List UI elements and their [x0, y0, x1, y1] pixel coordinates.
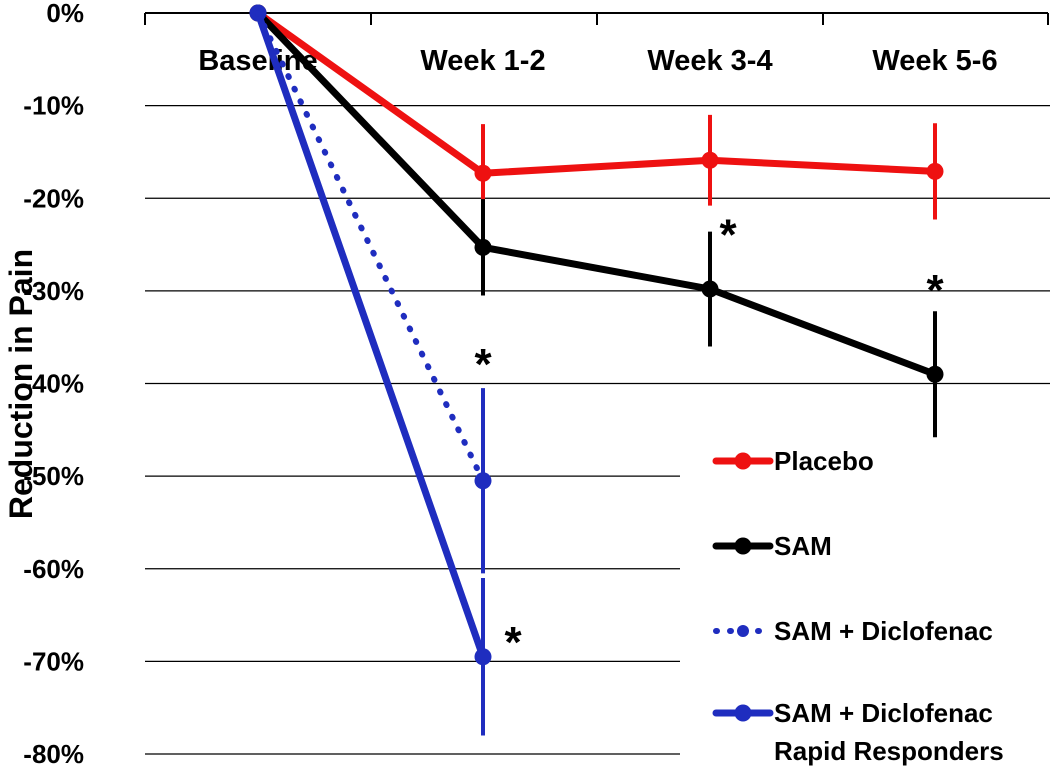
y-tick-label: -60% — [23, 554, 84, 584]
data-point — [701, 280, 719, 298]
series-line — [254, 9, 487, 661]
x-category-label: Week 3-4 — [647, 45, 772, 77]
legend-item-placebo: Placebo — [712, 446, 874, 476]
y-tick-label: -30% — [23, 276, 84, 306]
y-tick-label: 0% — [46, 0, 84, 28]
x-axis: Baseline Week 1-2 Week 3-4 Week 5-6 — [144, 12, 1049, 77]
y-tick-label: -50% — [23, 461, 84, 491]
annotations: * * * * — [474, 210, 944, 667]
legend-item-sam-diclofenac: SAM + Diclofenac — [713, 616, 993, 646]
data-point — [926, 162, 944, 180]
data-point — [474, 238, 492, 256]
legend-marker — [737, 625, 749, 637]
data-point — [474, 648, 492, 666]
series-line — [254, 9, 939, 177]
series-layer — [249, 4, 944, 736]
y-tick-label: -80% — [23, 739, 84, 767]
y-axis: 0% -10% -20% -30% -40% -50% -60% -70% -80% — [23, 0, 84, 767]
data-point — [474, 472, 492, 490]
x-category-label: Week 1-2 — [420, 45, 545, 77]
legend-label: Rapid Responders — [774, 736, 1004, 766]
significance-asterisk: * — [474, 340, 492, 389]
x-category-label: Week 5-6 — [872, 45, 997, 77]
legend-item-sam: SAM — [712, 531, 832, 561]
data-point — [474, 164, 492, 182]
legend-marker — [734, 452, 752, 470]
data-point — [701, 151, 719, 169]
y-tick-label: -10% — [23, 91, 84, 121]
significance-asterisk: * — [719, 210, 737, 259]
legend-marker — [734, 704, 752, 722]
legend-label: SAM + Diclofenac — [774, 698, 993, 728]
significance-asterisk: * — [504, 618, 522, 667]
y-tick-label: -70% — [23, 646, 84, 676]
data-point — [926, 365, 944, 383]
grid-lines — [145, 105, 1050, 755]
legend-label: SAM — [774, 531, 832, 561]
legend-item-sam-diclofenac-rapid-responders: SAM + Diclofenac Rapid Responders — [712, 698, 1004, 766]
legend-marker — [734, 537, 752, 555]
series-sam-diclofenac — [255, 10, 492, 574]
series-line — [254, 9, 939, 378]
legend-label: Placebo — [774, 446, 874, 476]
y-axis-label: Reduction in Pain — [3, 249, 39, 519]
significance-asterisk: * — [926, 266, 944, 315]
y-tick-label: -40% — [23, 369, 84, 399]
series-sam-diclofenac-rapid-responders — [249, 4, 492, 736]
legend-label: SAM + Diclofenac — [774, 616, 993, 646]
series-sam — [249, 4, 944, 438]
y-tick-label: -20% — [23, 183, 84, 213]
series-line — [255, 10, 486, 484]
